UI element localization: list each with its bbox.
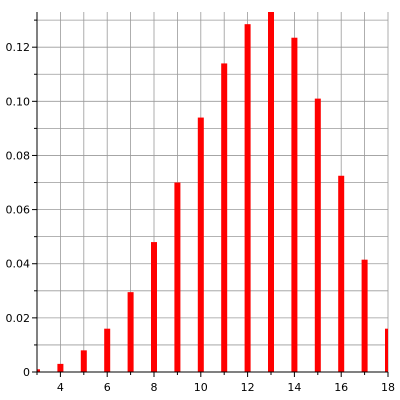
bar-x-18: [385, 328, 388, 372]
bar-x-11: [221, 63, 228, 373]
x-tick-label: 12: [241, 381, 255, 394]
x-tick-label: 4: [57, 381, 64, 394]
x-tick-label: 14: [287, 381, 301, 394]
bar-x-13: [268, 12, 274, 372]
y-tick-label: 0.12: [6, 41, 31, 54]
bar-x-7: [127, 292, 134, 372]
y-tick-label: 0.10: [6, 95, 31, 108]
x-tick-label: 8: [151, 381, 158, 394]
bars: [37, 12, 388, 373]
y-tick-label: 0: [23, 366, 30, 379]
bar-x-17: [361, 259, 368, 372]
y-tick-label: 0.08: [6, 149, 31, 162]
bar-x-16: [338, 175, 345, 372]
x-tick-label: 6: [104, 381, 111, 394]
bar-x-10: [197, 117, 204, 373]
x-tick-label: 18: [381, 381, 395, 394]
bar-x-8: [151, 242, 157, 372]
y-tick-label: 0.06: [6, 204, 31, 217]
bar-x-15: [314, 98, 321, 372]
bar-x-5: [80, 350, 87, 372]
axes: [32, 12, 389, 377]
bar-x-12: [244, 24, 251, 372]
bar-x-4: [57, 363, 64, 372]
x-tick-label: 10: [194, 381, 208, 394]
bar-x-14: [291, 37, 298, 372]
bar-x-6: [104, 328, 111, 372]
bar-x-3: [37, 369, 40, 372]
x-tick-label: 16: [334, 381, 348, 394]
grid-lines: [37, 12, 389, 372]
bar-x-9: [174, 182, 181, 372]
tick-labels: 4 6 8 10 12 14 16 18 0 0.02 0.04 0.06 0.08 0.10 0.12: [6, 41, 396, 394]
y-tick-label: 0.04: [6, 258, 31, 271]
y-tick-label: 0.02: [6, 312, 31, 325]
